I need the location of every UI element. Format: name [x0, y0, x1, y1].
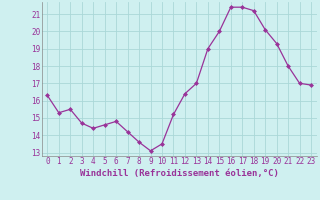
- X-axis label: Windchill (Refroidissement éolien,°C): Windchill (Refroidissement éolien,°C): [80, 169, 279, 178]
